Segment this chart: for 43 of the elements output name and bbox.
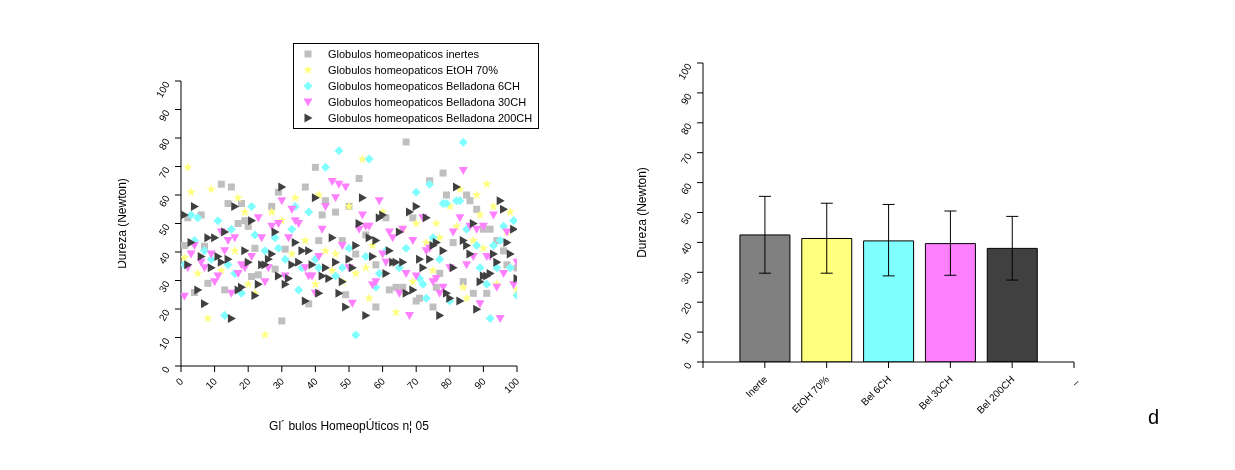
legend-label: Globulos homeopaticos Belladona 6CH: [328, 79, 521, 93]
x-axis-title: Gl´ bulos HomeopÚticos n¦ 05: [269, 418, 430, 433]
text: d: [1148, 406, 1160, 429]
legend-label: Globulos homeopaticos EtOH 70%: [328, 63, 498, 77]
x-tick-label: 20: [236, 375, 253, 392]
y-tick-label: 80: [678, 120, 694, 137]
y-tick-label: 100: [675, 61, 694, 82]
y-tick-label: 100: [153, 79, 172, 100]
legend-label: Globulos homeopaticos Belladona 30CH: [328, 95, 527, 109]
y-tick-label: 90: [156, 107, 172, 124]
y-tick-label: 50: [156, 221, 172, 238]
y-tick-label: 50: [678, 210, 694, 227]
y-tick-label: 0: [681, 360, 694, 371]
y-tick-label: 60: [678, 180, 694, 197]
legend-label: Globulos homeopaticos inertes: [328, 47, 480, 61]
y-tick-label: 40: [156, 250, 172, 266]
x-tick-label: 70: [404, 375, 421, 392]
x-tick-label: 40: [304, 375, 321, 392]
x-tick-label: 50: [337, 375, 354, 392]
y-tick-label: 20: [678, 300, 694, 316]
y-tick-label: 80: [156, 136, 172, 152]
x-tick-label: 30: [270, 375, 287, 392]
x-tick-label: 90: [472, 375, 489, 392]
x-tick-label: 80: [438, 375, 455, 392]
y-tick-label: 10: [156, 335, 172, 352]
y-tick-label: 70: [156, 164, 172, 181]
y-tick-label: 60: [156, 193, 172, 209]
y-tick-label: 40: [678, 240, 694, 257]
y-tick-label: 0: [159, 364, 172, 375]
x-tick-label: 0: [173, 375, 186, 388]
y-tick-label: 90: [678, 91, 694, 107]
y-axis-title: Dureza (Newton): [115, 178, 130, 269]
legend-label: Globulos homeopaticos Belladona 200CH: [328, 111, 533, 125]
y-tick-label: 30: [678, 270, 694, 286]
x-tick-label: 60: [371, 375, 388, 392]
x-tick-label: _: [1066, 373, 1079, 387]
x-tick-label: 10: [203, 375, 220, 392]
y-tick-label: 10: [678, 330, 694, 346]
y-tick-label: 30: [156, 278, 172, 295]
y-tick-label: 20: [156, 307, 172, 323]
y-tick-label: 70: [678, 150, 694, 167]
x-tick-label: 100: [501, 375, 522, 396]
y-axis-title: Dureza (Newton): [635, 167, 650, 258]
